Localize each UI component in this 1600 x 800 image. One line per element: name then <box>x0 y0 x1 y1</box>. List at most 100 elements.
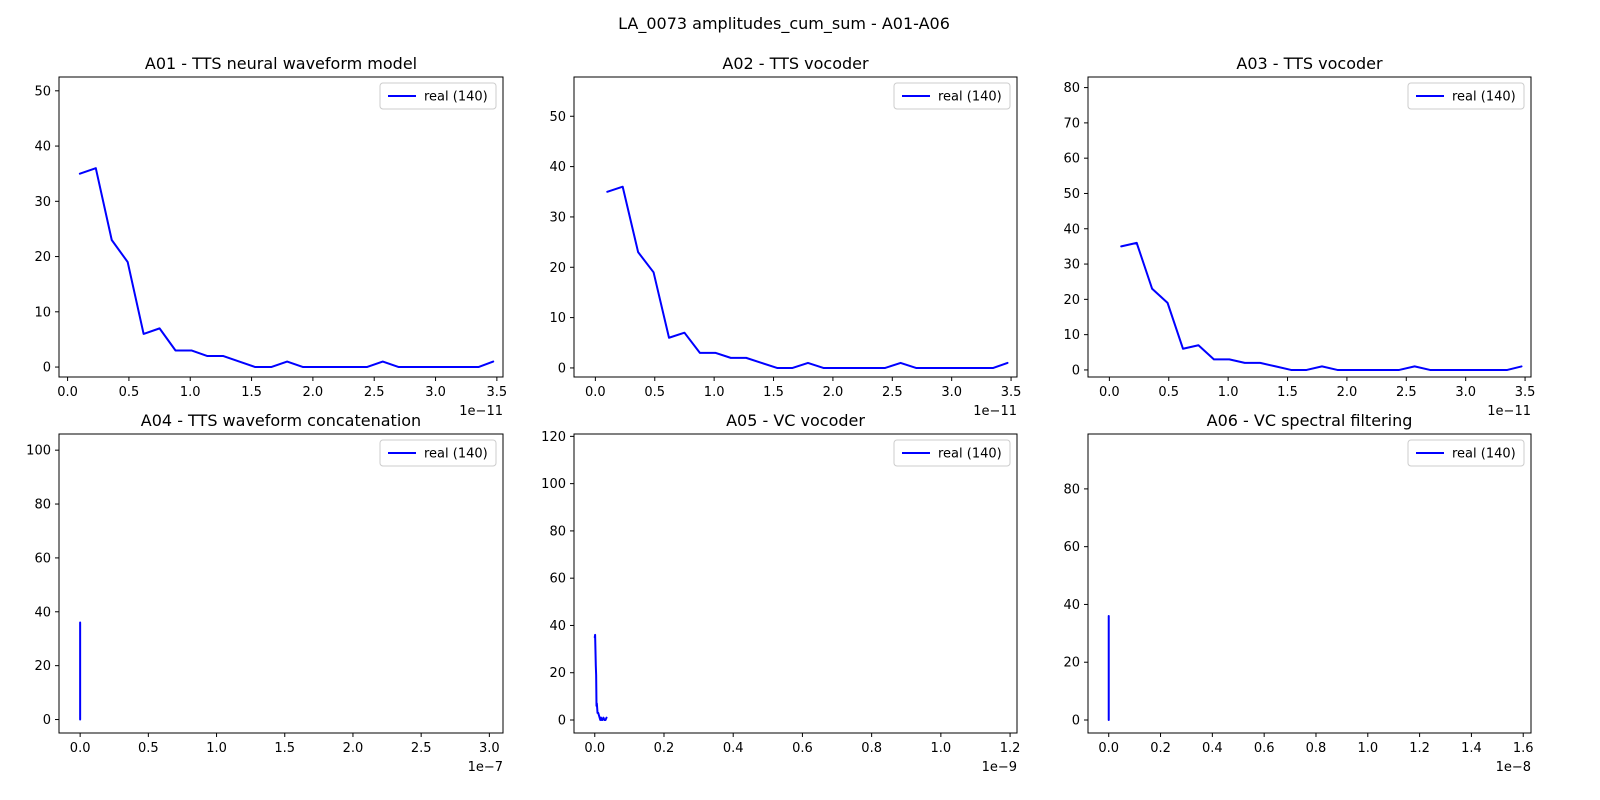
y-tick-label: 40 <box>34 605 51 620</box>
legend-box <box>1407 82 1525 110</box>
x-tick-label: 0.0 <box>70 741 91 756</box>
y-tick-label: 100 <box>26 444 51 459</box>
x-tick-label: 0.5 <box>1158 385 1179 400</box>
y-tick-label: 100 <box>541 477 566 492</box>
y-tick-label: 60 <box>34 551 51 566</box>
x-tick-label: 3.0 <box>425 385 446 400</box>
y-tick-label: 0 <box>1072 363 1080 378</box>
x-tick-label: 0.0 <box>585 385 606 400</box>
x-tick-label: 0.8 <box>1306 741 1327 756</box>
subplot-title: A06 - VC spectral filtering <box>1207 411 1413 430</box>
x-multiplier: 1e−8 <box>1496 760 1531 775</box>
x-tick-label: 3.0 <box>479 741 500 756</box>
x-tick-label: 1.0 <box>180 385 201 400</box>
y-tick-label: 40 <box>549 619 566 634</box>
y-tick-label: 0 <box>558 361 566 376</box>
axes-frame <box>58 433 504 734</box>
x-tick-label: 1.4 <box>1461 741 1482 756</box>
x-tick-label: 2.0 <box>343 741 364 756</box>
x-multiplier: 1e−11 <box>973 404 1017 419</box>
x-multiplier: 1e−11 <box>1487 404 1531 419</box>
y-tick-label: 30 <box>34 195 51 210</box>
x-tick-label: 1.2 <box>1409 741 1430 756</box>
series-line <box>78 167 495 369</box>
series-line <box>593 633 608 721</box>
x-tick-label: 0.0 <box>57 385 78 400</box>
legend-box <box>1407 439 1525 467</box>
y-tick-label: 20 <box>549 666 566 681</box>
y-tick-label: 40 <box>1063 598 1080 613</box>
legend-box <box>893 439 1011 467</box>
x-tick-label: 0.4 <box>723 741 744 756</box>
legend-label: real (140) <box>1452 447 1516 462</box>
x-tick-label: 1.5 <box>241 385 262 400</box>
subplot-title: A05 - VC vocoder <box>726 411 865 430</box>
subplot-title: A01 - TTS neural waveform model <box>145 54 417 73</box>
x-tick-label: 1.5 <box>1277 385 1298 400</box>
legend-box <box>893 82 1011 110</box>
x-tick-label: 3.5 <box>487 385 508 400</box>
x-tick-label: 2.5 <box>1396 385 1417 400</box>
subplot-title: A03 - TTS vocoder <box>1236 54 1383 73</box>
x-tick-label: 0.0 <box>584 741 605 756</box>
x-tick-label: 2.5 <box>364 385 385 400</box>
x-multiplier: 1e−9 <box>982 760 1017 775</box>
y-tick-label: 20 <box>549 261 566 276</box>
y-tick-label: 80 <box>1063 81 1080 96</box>
y-tick-label: 10 <box>549 311 566 326</box>
y-tick-label: 60 <box>1063 152 1080 167</box>
x-tick-label: 0.5 <box>119 385 140 400</box>
subplot-title: A02 - TTS vocoder <box>722 54 869 73</box>
x-tick-label: 0.0 <box>1098 741 1119 756</box>
subplot-5: A05 - VC vocoder 0.0 0.2 0.4 0.6 0.8 1.0 1.2 0 20… <box>541 411 1020 775</box>
subplot-1: A01 - TTS neural waveform model 0.0 0.5 1.0… <box>34 54 507 419</box>
y-tick-label: 80 <box>549 524 566 539</box>
y-tick-label: 50 <box>1063 187 1080 202</box>
x-tick-label: 1.0 <box>1218 385 1239 400</box>
x-multiplier: 1e−11 <box>459 404 503 419</box>
x-tick-label: 1.0 <box>931 741 952 756</box>
y-tick-label: 20 <box>1063 656 1080 671</box>
x-tick-label: 0.4 <box>1202 741 1223 756</box>
legend-box <box>379 439 497 467</box>
x-tick-label: 1.5 <box>763 385 784 400</box>
y-tick-label: 80 <box>34 498 51 513</box>
x-tick-label: 3.0 <box>941 385 962 400</box>
y-tick-label: 20 <box>1063 293 1080 308</box>
y-tick-label: 60 <box>1063 540 1080 555</box>
x-tick-label: 1.6 <box>1513 741 1534 756</box>
legend: real (140) <box>893 82 1011 110</box>
x-tick-label: 2.0 <box>303 385 324 400</box>
x-tick-label: 2.5 <box>882 385 903 400</box>
axes-frame <box>573 76 1018 378</box>
subplot-title: A04 - TTS waveform concatenation <box>141 411 421 430</box>
y-tick-label: 50 <box>549 110 566 125</box>
y-tick-label: 0 <box>43 361 51 376</box>
y-tick-label: 40 <box>34 140 51 155</box>
legend: real (140) <box>379 439 497 467</box>
legend-label: real (140) <box>424 447 488 462</box>
y-tick-label: 30 <box>1063 258 1080 273</box>
x-tick-label: 0.2 <box>1150 741 1171 756</box>
x-tick-label: 1.0 <box>1357 741 1378 756</box>
subplot-3: A03 - TTS vocoder 0.0 0.5 1.0 1.5 2.0 2.5 3.0 3.… <box>1063 54 1535 419</box>
y-tick-label: 0 <box>558 714 566 729</box>
x-tick-label: 3.5 <box>1001 385 1022 400</box>
y-tick-label: 40 <box>549 160 566 175</box>
x-tick-label: 1.2 <box>1000 741 1021 756</box>
legend: real (140) <box>379 82 497 110</box>
legend-label: real (140) <box>424 90 488 105</box>
axes-frame <box>1087 433 1532 734</box>
x-tick-label: 3.5 <box>1515 385 1536 400</box>
y-tick-label: 40 <box>1063 222 1080 237</box>
axes-frame <box>1087 76 1532 378</box>
x-tick-label: 0.0 <box>1099 385 1120 400</box>
legend-label: real (140) <box>1452 90 1516 105</box>
x-tick-label: 0.2 <box>654 741 675 756</box>
legend: real (140) <box>1407 439 1525 467</box>
x-tick-label: 1.0 <box>704 385 725 400</box>
x-tick-label: 0.6 <box>1254 741 1275 756</box>
legend: real (140) <box>1407 82 1525 110</box>
y-tick-label: 10 <box>1063 328 1080 343</box>
